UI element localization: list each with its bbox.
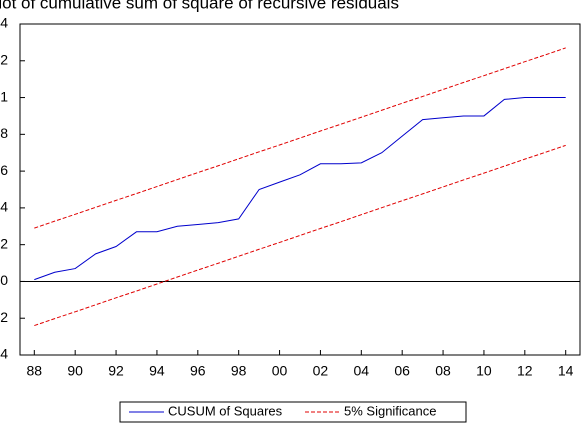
x-tick-label: 98 xyxy=(231,363,247,379)
x-tick-label: 08 xyxy=(435,363,451,379)
x-tick-label: 10 xyxy=(476,363,492,379)
legend-label: CUSUM of Squares xyxy=(168,403,283,418)
x-tick-label: 12 xyxy=(517,363,533,379)
y-tick-label: 1.2 xyxy=(0,51,8,67)
x-tick-label: 90 xyxy=(67,363,83,379)
y-tick-label: 0.6 xyxy=(0,162,8,178)
x-tick-label: 06 xyxy=(394,363,410,379)
significance-line xyxy=(34,144,566,327)
x-tick-label: 04 xyxy=(354,363,370,379)
x-tick-label: 88 xyxy=(27,363,43,379)
y-tick-label: -0.4 xyxy=(0,346,8,362)
x-tick-label: 00 xyxy=(272,363,288,379)
significance-line xyxy=(34,47,566,229)
y-tick-label: 1 xyxy=(0,88,8,104)
y-tick-label: 0.4 xyxy=(0,199,8,215)
y-tick-label: 0.8 xyxy=(0,125,8,141)
y-tick-label: 0 xyxy=(0,272,8,288)
x-tick-label: 14 xyxy=(558,363,574,379)
legend-label: 5% Significance xyxy=(344,403,437,418)
y-tick-label: -0.2 xyxy=(0,309,8,325)
cusum-line xyxy=(34,97,566,281)
plot-frame xyxy=(19,23,581,356)
y-tick-label: 0.2 xyxy=(0,235,8,251)
y-tick-label: 1.4 xyxy=(0,15,8,31)
x-tick-label: 96 xyxy=(190,363,206,379)
x-tick-label: 02 xyxy=(313,363,329,379)
x-tick-label: 92 xyxy=(108,363,124,379)
x-tick-label: 94 xyxy=(149,363,165,379)
chart-title: Plot of cumulative sum of square of recu… xyxy=(0,0,399,12)
legend-box xyxy=(119,401,467,423)
